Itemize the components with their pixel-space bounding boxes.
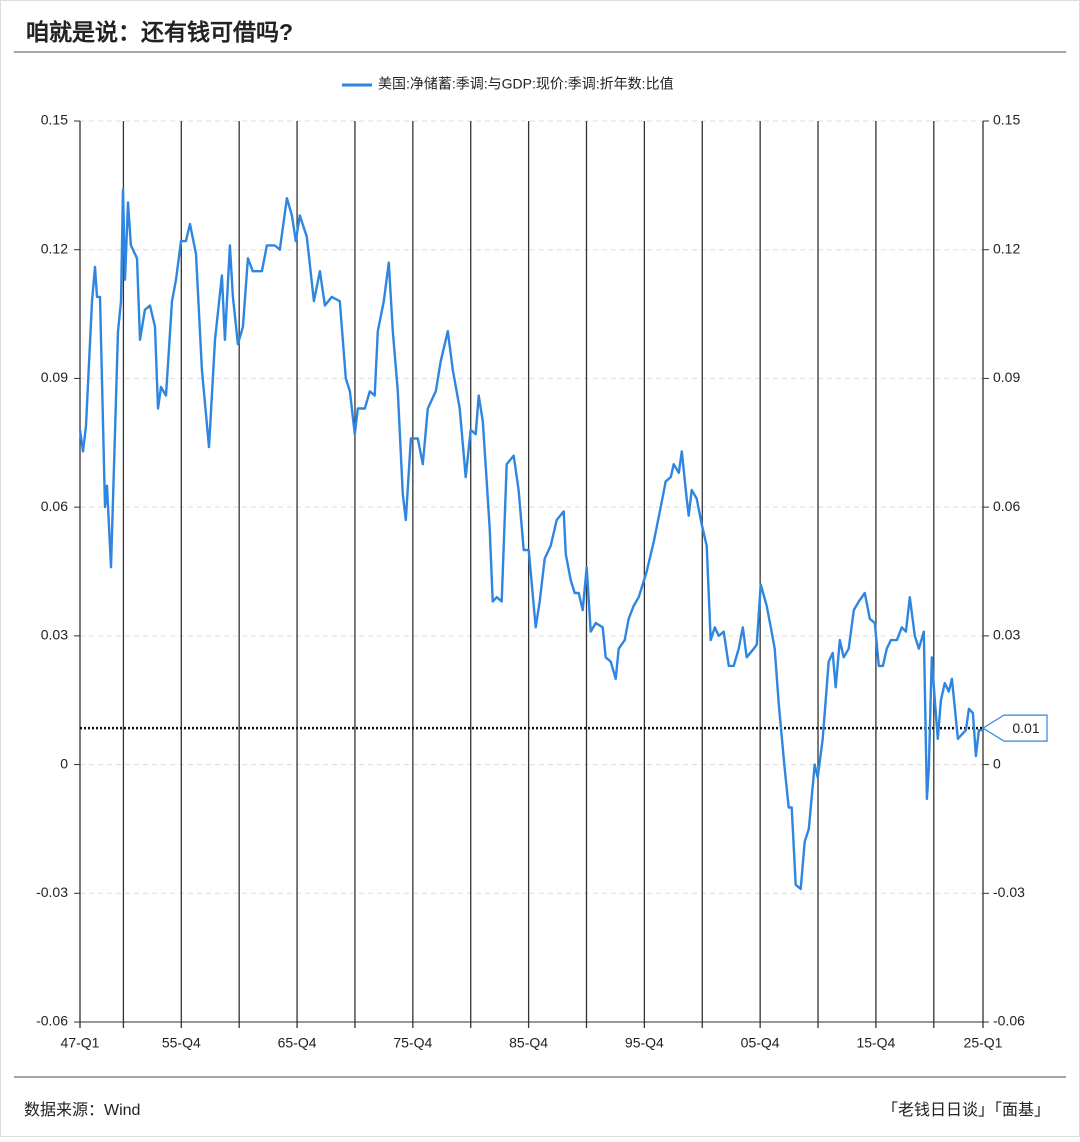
y-tick-label: -0.06 (36, 1013, 68, 1029)
y2-tick-label: 0.09 (993, 369, 1020, 385)
y-tick-label: 0.12 (41, 240, 68, 256)
y2-tick-label: 0.15 (993, 112, 1020, 128)
source: 数据来源：Wind (24, 1101, 140, 1119)
y-tick-label: -0.03 (36, 884, 68, 900)
y-tick-label: 0.06 (41, 498, 68, 514)
legend-label: 美国:净储蓄:季调:与GDP:现价:季调:折年数:比值 (378, 76, 674, 92)
credit: 「老钱日日谈」「面基」 (882, 1101, 1050, 1119)
x-tick-label: 55-Q4 (162, 1035, 201, 1051)
y2-tick-label: -0.03 (993, 884, 1025, 900)
series-line (78, 188, 983, 891)
y2-tick-label: 0.06 (993, 498, 1020, 514)
y2-tick-label: 0.03 (993, 627, 1020, 643)
reference-label-box (981, 714, 1048, 742)
y2-tick-label: 0.12 (993, 240, 1020, 256)
y-tick-label: 0.03 (41, 627, 68, 643)
y-tick-label: 0 (60, 755, 68, 771)
x-tick-label: 47-Q1 (61, 1035, 100, 1051)
reference-label: 0.01 (1012, 720, 1039, 736)
y-tick-label: 0.15 (41, 112, 68, 128)
x-tick-label: 95-Q4 (625, 1035, 664, 1051)
y2-tick-label: 0 (993, 755, 1001, 771)
y2-tick-label: -0.06 (993, 1013, 1025, 1029)
x-tick-label: 25-Q1 (964, 1035, 1003, 1051)
x-tick-label: 65-Q4 (278, 1035, 317, 1051)
y-tick-label: 0.09 (41, 369, 68, 385)
x-tick-label: 05-Q4 (741, 1035, 780, 1051)
x-tick-label: 75-Q4 (393, 1035, 432, 1051)
x-tick-label: 85-Q4 (509, 1035, 548, 1051)
x-tick-label: 15-Q4 (856, 1035, 895, 1051)
chart-title: 咱就是说：还有钱可借吗? (26, 19, 293, 45)
